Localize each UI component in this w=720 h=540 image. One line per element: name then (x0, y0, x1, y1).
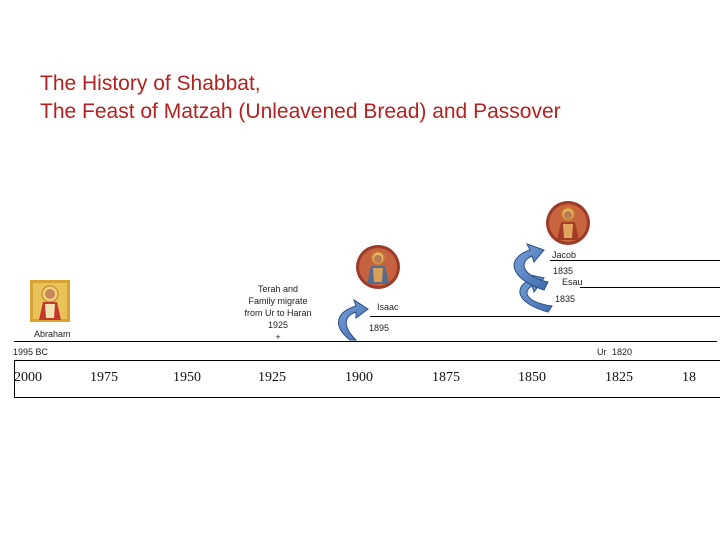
isaac-icon (355, 244, 401, 290)
terah-line-2: Family migrate (248, 296, 308, 306)
axis-tick-18: 18 (682, 370, 696, 385)
ur-label: Ur (597, 347, 607, 357)
abraham-label: Abraham (34, 329, 71, 339)
terah-line-3: from Ur to Haran (244, 308, 312, 318)
title-line-1: The History of Shabbat, (40, 72, 261, 95)
jacob-year: 1835 (553, 266, 574, 276)
axis-tick-1975: 1975 (90, 370, 118, 385)
axis-tick-1925: 1925 (258, 370, 286, 385)
terah-line-1: Terah and (257, 284, 299, 294)
jacob-label: Jacob (552, 250, 577, 260)
abraham-lifeline (14, 341, 717, 342)
arrow-to-jacob (513, 243, 549, 291)
axis-tick-1875: 1875 (432, 370, 460, 385)
terah-line-4: 1925 (267, 320, 289, 330)
axis-tick-1825: 1825 (605, 370, 633, 385)
isaac-year: 1895 (369, 323, 390, 333)
page-title: The History of Shabbat, The Feast of Mat… (40, 70, 700, 126)
jacob-icon (545, 200, 591, 246)
isaac-lifeline (370, 316, 720, 317)
ur-year: 1820 (612, 347, 633, 357)
abraham-date: 1995 BC (13, 347, 49, 357)
axis-tick-1950: 1950 (173, 370, 201, 385)
axis-tick-1850: 1850 (518, 370, 546, 385)
arrow-to-isaac (338, 298, 369, 341)
terah-line-5: + (275, 332, 281, 342)
timeline-axis (14, 360, 720, 398)
esau-label: Esau (562, 277, 583, 287)
esau-lifeline (580, 287, 720, 288)
jacob-lifeline (550, 260, 720, 261)
abraham-icon (30, 280, 70, 322)
title-line-2: The Feast of Matzah (Unleavened Bread) a… (40, 100, 561, 123)
axis-tick-1900: 1900 (345, 370, 373, 385)
esau-year: 1835 (555, 294, 576, 304)
axis-tick-2000: 2000 (14, 370, 42, 385)
terah-migration-note: Terah and Family migrate from Ur to Hara… (238, 283, 318, 343)
isaac-label: Isaac (377, 302, 399, 312)
